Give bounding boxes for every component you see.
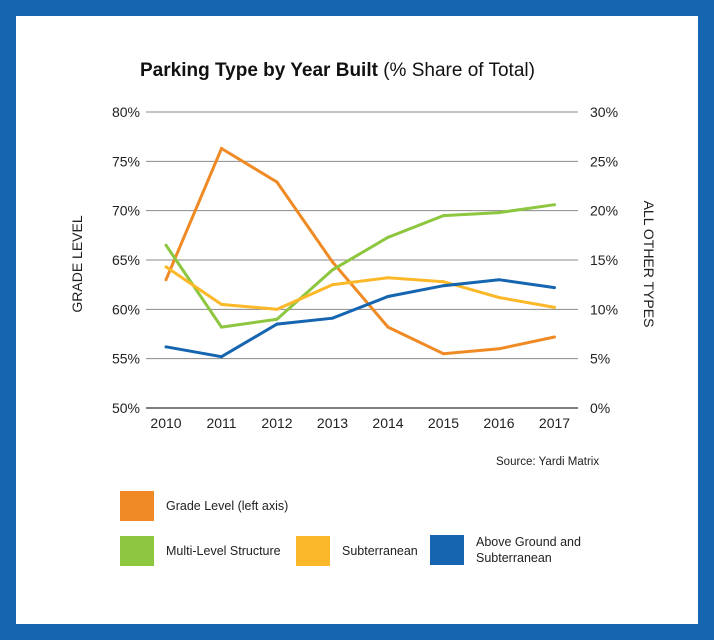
data-point-grade-level-left-axis (553, 335, 556, 339)
data-point-above-ground-and-subterranean (164, 345, 168, 349)
data-point-multi-level-structure (442, 214, 445, 218)
data-point-subterranean (497, 295, 501, 299)
x-tick-label: 2010 (150, 415, 181, 431)
right-tick-label: 0% (590, 400, 610, 416)
legend-label-subterranean: Subterranean (342, 544, 418, 558)
data-point-grade-level-left-axis (164, 278, 168, 282)
data-point-grade-level-left-axis (275, 180, 279, 184)
data-point-above-ground-and-subterranean (331, 316, 334, 320)
legend-swatch-above-ground (430, 535, 464, 565)
legend-swatch-subterranean (296, 536, 330, 566)
data-point-above-ground-and-subterranean (275, 322, 279, 326)
legend-item-grade-level: Grade Level (left axis) (120, 491, 288, 521)
legend-label-above-ground: Above Ground and Subterranean (476, 534, 581, 566)
data-point-multi-level-structure (275, 317, 279, 321)
x-tick-label: 2015 (428, 415, 459, 431)
right-axis-label: ALL OTHER TYPES (641, 201, 657, 328)
data-point-grade-level-left-axis (442, 352, 445, 356)
data-point-multi-level-structure (386, 235, 390, 239)
x-tick-label: 2014 (372, 415, 403, 431)
data-point-above-ground-and-subterranean (497, 278, 501, 282)
source-note: Source: Yardi Matrix (496, 456, 600, 468)
right-tick-label: 20% (590, 203, 618, 219)
data-point-above-ground-and-subterranean (220, 355, 223, 359)
legend-item-subterranean: Subterranean (296, 536, 418, 566)
left-tick-label: 55% (112, 351, 140, 367)
left-axis-label: GRADE LEVEL (69, 215, 85, 312)
data-point-subterranean (553, 305, 556, 309)
series-line-grade-level-left-axis (164, 146, 555, 356)
series-line-subterranean (165, 265, 555, 311)
line-chart: 80% 75% 70% 65% 60% 55% 50% 30% 25% 20% 15% 10% 5% 0… (69, 104, 657, 431)
left-tick-label: 75% (112, 153, 140, 169)
data-point-grade-level-left-axis (497, 347, 501, 351)
legend-swatch-multi-level (120, 536, 154, 566)
right-tick-label: 5% (590, 351, 610, 367)
data-point-subterranean (386, 276, 390, 280)
series-line-multi-level-structure (164, 203, 555, 329)
legend-label-multi-level: Multi-Level Structure (166, 544, 281, 558)
legend-label-above-ground-line2: Subterranean (476, 551, 552, 565)
data-point-grade-level-left-axis (386, 325, 390, 329)
left-tick-label: 70% (112, 203, 140, 219)
left-tick-label: 60% (112, 301, 140, 317)
data-point-multi-level-structure (164, 243, 168, 247)
data-point-multi-level-structure (497, 211, 501, 215)
series-line-above-ground-and-subterranean (165, 278, 555, 359)
x-tick-label: 2013 (317, 415, 348, 431)
chart-panel: Parking Type by Year Built (% Share of T… (16, 16, 698, 624)
data-point-above-ground-and-subterranean (386, 295, 390, 299)
data-point-subterranean (164, 265, 168, 269)
legend-swatch-grade-level (120, 491, 154, 521)
x-tick-label: 2016 (483, 415, 514, 431)
legend-item-multi-level: Multi-Level Structure (120, 536, 281, 566)
data-point-multi-level-structure (553, 203, 556, 207)
data-point-subterranean (442, 280, 445, 284)
data-point-above-ground-and-subterranean (442, 284, 445, 288)
x-tick-label: 2011 (206, 415, 236, 431)
chart-title: Parking Type by Year Built (% Share of T… (140, 60, 535, 82)
x-axis-ticks: 2010 2011 2012 2013 2014 2015 2016 2017 (150, 415, 570, 431)
legend-label-grade-level: Grade Level (left axis) (166, 499, 289, 513)
right-tick-label: 15% (590, 252, 618, 268)
legend-label-above-ground-line1: Above Ground and (476, 535, 581, 549)
right-tick-label: 25% (590, 153, 618, 169)
x-tick-label: 2017 (539, 415, 570, 431)
chart-subtitle: (% Share of Total) (383, 60, 535, 81)
data-point-grade-level-left-axis (220, 147, 223, 151)
x-tick-label: 2012 (261, 415, 292, 431)
left-axis-ticks: 80% 75% 70% 65% 60% 55% 50% (112, 104, 140, 416)
data-point-multi-level-structure (220, 325, 223, 329)
left-tick-label: 80% (112, 104, 140, 120)
data-point-subterranean (275, 307, 279, 311)
legend-item-above-ground: Above Ground and Subterranean (430, 534, 581, 566)
left-tick-label: 50% (112, 400, 140, 416)
data-point-above-ground-and-subterranean (553, 286, 556, 290)
data-point-subterranean (220, 302, 223, 306)
data-point-subterranean (331, 283, 334, 287)
right-tick-label: 10% (590, 301, 618, 317)
data-point-grade-level-left-axis (331, 260, 334, 264)
data-point-multi-level-structure (331, 268, 334, 272)
right-tick-label: 30% (590, 104, 618, 120)
right-axis-ticks: 30% 25% 20% 15% 10% 5% 0% (590, 104, 618, 416)
grid-lines (146, 111, 578, 409)
series-lines (164, 146, 556, 359)
chart-title-main: Parking Type by Year Built (140, 60, 378, 81)
left-tick-label: 65% (112, 252, 140, 268)
